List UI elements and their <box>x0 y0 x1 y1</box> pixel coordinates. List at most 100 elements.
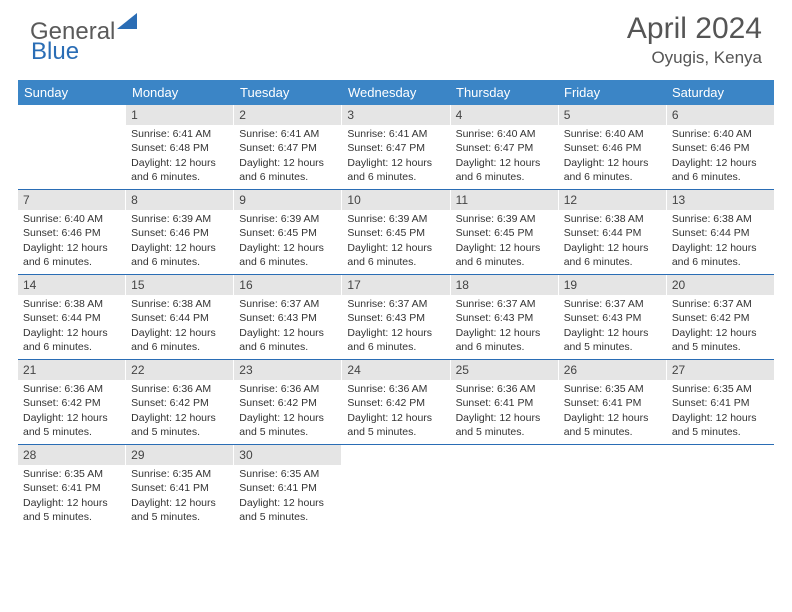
day-line: Sunset: 6:43 PM <box>456 311 553 325</box>
day-line: Daylight: 12 hours <box>456 411 553 425</box>
day-cell: 24Sunrise: 6:36 AMSunset: 6:42 PMDayligh… <box>342 360 450 444</box>
day-number: 30 <box>234 445 341 465</box>
weekday-tuesday: Tuesday <box>234 80 342 105</box>
day-content <box>18 109 125 115</box>
day-number: 27 <box>667 360 774 380</box>
day-line: Sunrise: 6:40 AM <box>672 127 769 141</box>
day-line: Daylight: 12 hours <box>131 326 228 340</box>
day-number: 18 <box>451 275 558 295</box>
day-line: Sunset: 6:41 PM <box>564 396 661 410</box>
day-cell: 5Sunrise: 6:40 AMSunset: 6:46 PMDaylight… <box>559 105 667 189</box>
day-line: Daylight: 12 hours <box>239 411 336 425</box>
day-cell: 20Sunrise: 6:37 AMSunset: 6:42 PMDayligh… <box>667 275 774 359</box>
day-number: 21 <box>18 360 125 380</box>
day-content: Sunrise: 6:38 AMSunset: 6:44 PMDaylight:… <box>126 295 233 358</box>
day-line: Sunrise: 6:38 AM <box>564 212 661 226</box>
day-content <box>667 449 774 455</box>
day-line: Sunset: 6:42 PM <box>672 311 769 325</box>
day-line: Sunset: 6:47 PM <box>239 141 336 155</box>
day-number: 5 <box>559 105 666 125</box>
day-cell <box>18 105 126 189</box>
day-line: and 6 minutes. <box>23 340 120 354</box>
day-line: Sunrise: 6:36 AM <box>239 382 336 396</box>
day-line: Sunrise: 6:37 AM <box>456 297 553 311</box>
day-content: Sunrise: 6:37 AMSunset: 6:43 PMDaylight:… <box>234 295 341 358</box>
day-content: Sunrise: 6:37 AMSunset: 6:43 PMDaylight:… <box>342 295 449 358</box>
page-title: April 2024 <box>627 12 762 46</box>
day-line: Daylight: 12 hours <box>672 156 769 170</box>
day-line: and 6 minutes. <box>23 255 120 269</box>
weekday-monday: Monday <box>126 80 234 105</box>
day-content: Sunrise: 6:35 AMSunset: 6:41 PMDaylight:… <box>667 380 774 443</box>
day-number: 8 <box>126 190 233 210</box>
day-line: Daylight: 12 hours <box>23 411 120 425</box>
day-content: Sunrise: 6:41 AMSunset: 6:47 PMDaylight:… <box>234 125 341 188</box>
day-cell <box>451 445 559 529</box>
day-line: and 6 minutes. <box>239 340 336 354</box>
day-line: Sunset: 6:48 PM <box>131 141 228 155</box>
day-line: Sunrise: 6:41 AM <box>347 127 444 141</box>
day-line: Daylight: 12 hours <box>239 496 336 510</box>
day-cell: 18Sunrise: 6:37 AMSunset: 6:43 PMDayligh… <box>451 275 559 359</box>
day-line: Sunset: 6:42 PM <box>347 396 444 410</box>
day-line: Sunset: 6:44 PM <box>672 226 769 240</box>
day-line: Sunrise: 6:39 AM <box>347 212 444 226</box>
day-number: 9 <box>234 190 341 210</box>
day-content: Sunrise: 6:37 AMSunset: 6:43 PMDaylight:… <box>451 295 558 358</box>
week-row: 21Sunrise: 6:36 AMSunset: 6:42 PMDayligh… <box>18 359 774 444</box>
day-line: Sunset: 6:41 PM <box>239 481 336 495</box>
day-cell: 29Sunrise: 6:35 AMSunset: 6:41 PMDayligh… <box>126 445 234 529</box>
day-line: Sunrise: 6:38 AM <box>672 212 769 226</box>
day-number: 2 <box>234 105 341 125</box>
day-content: Sunrise: 6:36 AMSunset: 6:42 PMDaylight:… <box>18 380 125 443</box>
day-line: and 5 minutes. <box>347 425 444 439</box>
day-line: Sunset: 6:46 PM <box>131 226 228 240</box>
day-line: Daylight: 12 hours <box>672 241 769 255</box>
day-line: and 6 minutes. <box>456 170 553 184</box>
day-cell: 28Sunrise: 6:35 AMSunset: 6:41 PMDayligh… <box>18 445 126 529</box>
day-line: Daylight: 12 hours <box>23 326 120 340</box>
day-line: Sunset: 6:44 PM <box>131 311 228 325</box>
day-line: Daylight: 12 hours <box>239 241 336 255</box>
day-line: Daylight: 12 hours <box>564 326 661 340</box>
day-line: Sunset: 6:45 PM <box>347 226 444 240</box>
day-number: 13 <box>667 190 774 210</box>
day-line: and 5 minutes. <box>131 510 228 524</box>
day-line: Sunset: 6:44 PM <box>23 311 120 325</box>
day-line: Daylight: 12 hours <box>456 241 553 255</box>
day-cell: 25Sunrise: 6:36 AMSunset: 6:41 PMDayligh… <box>451 360 559 444</box>
day-content: Sunrise: 6:40 AMSunset: 6:46 PMDaylight:… <box>18 210 125 273</box>
day-number: 6 <box>667 105 774 125</box>
day-number: 4 <box>451 105 558 125</box>
day-line: Sunrise: 6:40 AM <box>456 127 553 141</box>
day-line: Daylight: 12 hours <box>23 496 120 510</box>
day-content: Sunrise: 6:39 AMSunset: 6:45 PMDaylight:… <box>234 210 341 273</box>
weekday-sunday: Sunday <box>18 80 126 105</box>
day-number: 24 <box>342 360 449 380</box>
day-content: Sunrise: 6:35 AMSunset: 6:41 PMDaylight:… <box>18 465 125 528</box>
day-content: Sunrise: 6:40 AMSunset: 6:47 PMDaylight:… <box>451 125 558 188</box>
day-line: Sunrise: 6:37 AM <box>239 297 336 311</box>
title-block: April 2024 Oyugis, Kenya <box>627 12 762 68</box>
day-cell <box>667 445 774 529</box>
day-cell: 8Sunrise: 6:39 AMSunset: 6:46 PMDaylight… <box>126 190 234 274</box>
day-line: Sunrise: 6:37 AM <box>672 297 769 311</box>
day-number: 26 <box>559 360 666 380</box>
day-line: and 5 minutes. <box>672 425 769 439</box>
day-line: Sunset: 6:41 PM <box>456 396 553 410</box>
day-content: Sunrise: 6:40 AMSunset: 6:46 PMDaylight:… <box>559 125 666 188</box>
week-row: 1Sunrise: 6:41 AMSunset: 6:48 PMDaylight… <box>18 105 774 189</box>
day-cell: 30Sunrise: 6:35 AMSunset: 6:41 PMDayligh… <box>234 445 342 529</box>
day-line: Sunrise: 6:38 AM <box>131 297 228 311</box>
day-line: and 5 minutes. <box>239 425 336 439</box>
day-content: Sunrise: 6:35 AMSunset: 6:41 PMDaylight:… <box>559 380 666 443</box>
logo-text-blue: Blue <box>31 38 79 65</box>
day-cell: 15Sunrise: 6:38 AMSunset: 6:44 PMDayligh… <box>126 275 234 359</box>
day-line: Daylight: 12 hours <box>131 241 228 255</box>
day-line: Sunrise: 6:35 AM <box>564 382 661 396</box>
day-line: Sunset: 6:42 PM <box>239 396 336 410</box>
day-line: Sunset: 6:46 PM <box>23 226 120 240</box>
day-line: and 6 minutes. <box>672 170 769 184</box>
day-line: Sunset: 6:44 PM <box>564 226 661 240</box>
day-line: Sunset: 6:46 PM <box>672 141 769 155</box>
